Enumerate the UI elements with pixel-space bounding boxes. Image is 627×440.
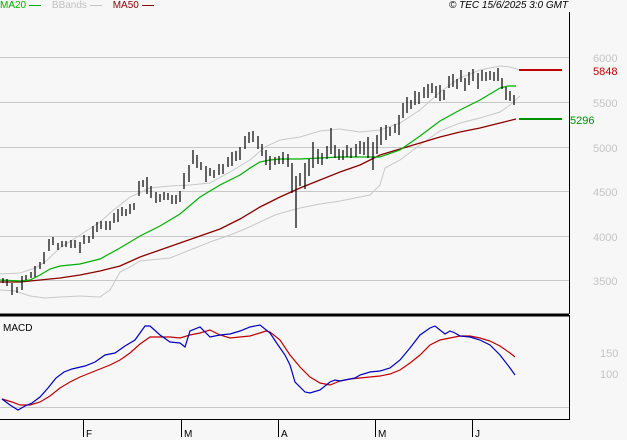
legend-bbands-label: BBands (51, 0, 87, 11)
month-label-apr: A (281, 429, 288, 440)
month-label-feb: F (86, 429, 92, 440)
legend-ma50: MA50 (113, 0, 154, 11)
legend-bbands-swatch (89, 4, 102, 6)
price-tick-3500: 3500 (593, 276, 617, 288)
price-tick-4000: 4000 (593, 232, 617, 244)
macd-title: MACD (3, 323, 32, 334)
price-bars (2, 68, 515, 295)
legend-ma50-label: MA50 (112, 0, 139, 11)
macd-tick-150: 150 (600, 348, 618, 360)
macd-line (1, 324, 516, 411)
chart-legend: MA20 BBands MA50 (0, 0, 162, 12)
copyright-text: © TEC 15/6/2025 3:0 GMT (449, 0, 569, 11)
legend-ma50-swatch (141, 4, 154, 6)
month-label-mar: M (184, 429, 192, 440)
bollinger-bands (0, 65, 521, 299)
legend-ma20-swatch (29, 4, 42, 6)
month-label-jun: J (475, 429, 480, 440)
support-label: 5296 (570, 115, 594, 127)
ma50-line (0, 118, 517, 283)
legend-ma20: MA20 (0, 0, 42, 11)
price-tick-4500: 4500 (593, 187, 617, 199)
price-tick-6000: 6000 (593, 53, 617, 65)
ma20-line (0, 85, 516, 282)
price-tick-5000: 5000 (593, 143, 617, 155)
legend-bbands: BBands (52, 0, 102, 11)
macd-tick-100: 100 (600, 369, 618, 381)
resistance-label: 5848 (593, 66, 617, 78)
macd-signal-line (1, 329, 516, 406)
price-axis: 6000 5500 5000 4500 4000 3500 (593, 53, 617, 288)
price-tick-5500: 5500 (593, 98, 617, 110)
price-gridlines (0, 57, 569, 281)
month-label-may: M (378, 429, 386, 440)
legend-ma20-label: MA20 (0, 0, 27, 11)
x-axis (83, 420, 473, 437)
